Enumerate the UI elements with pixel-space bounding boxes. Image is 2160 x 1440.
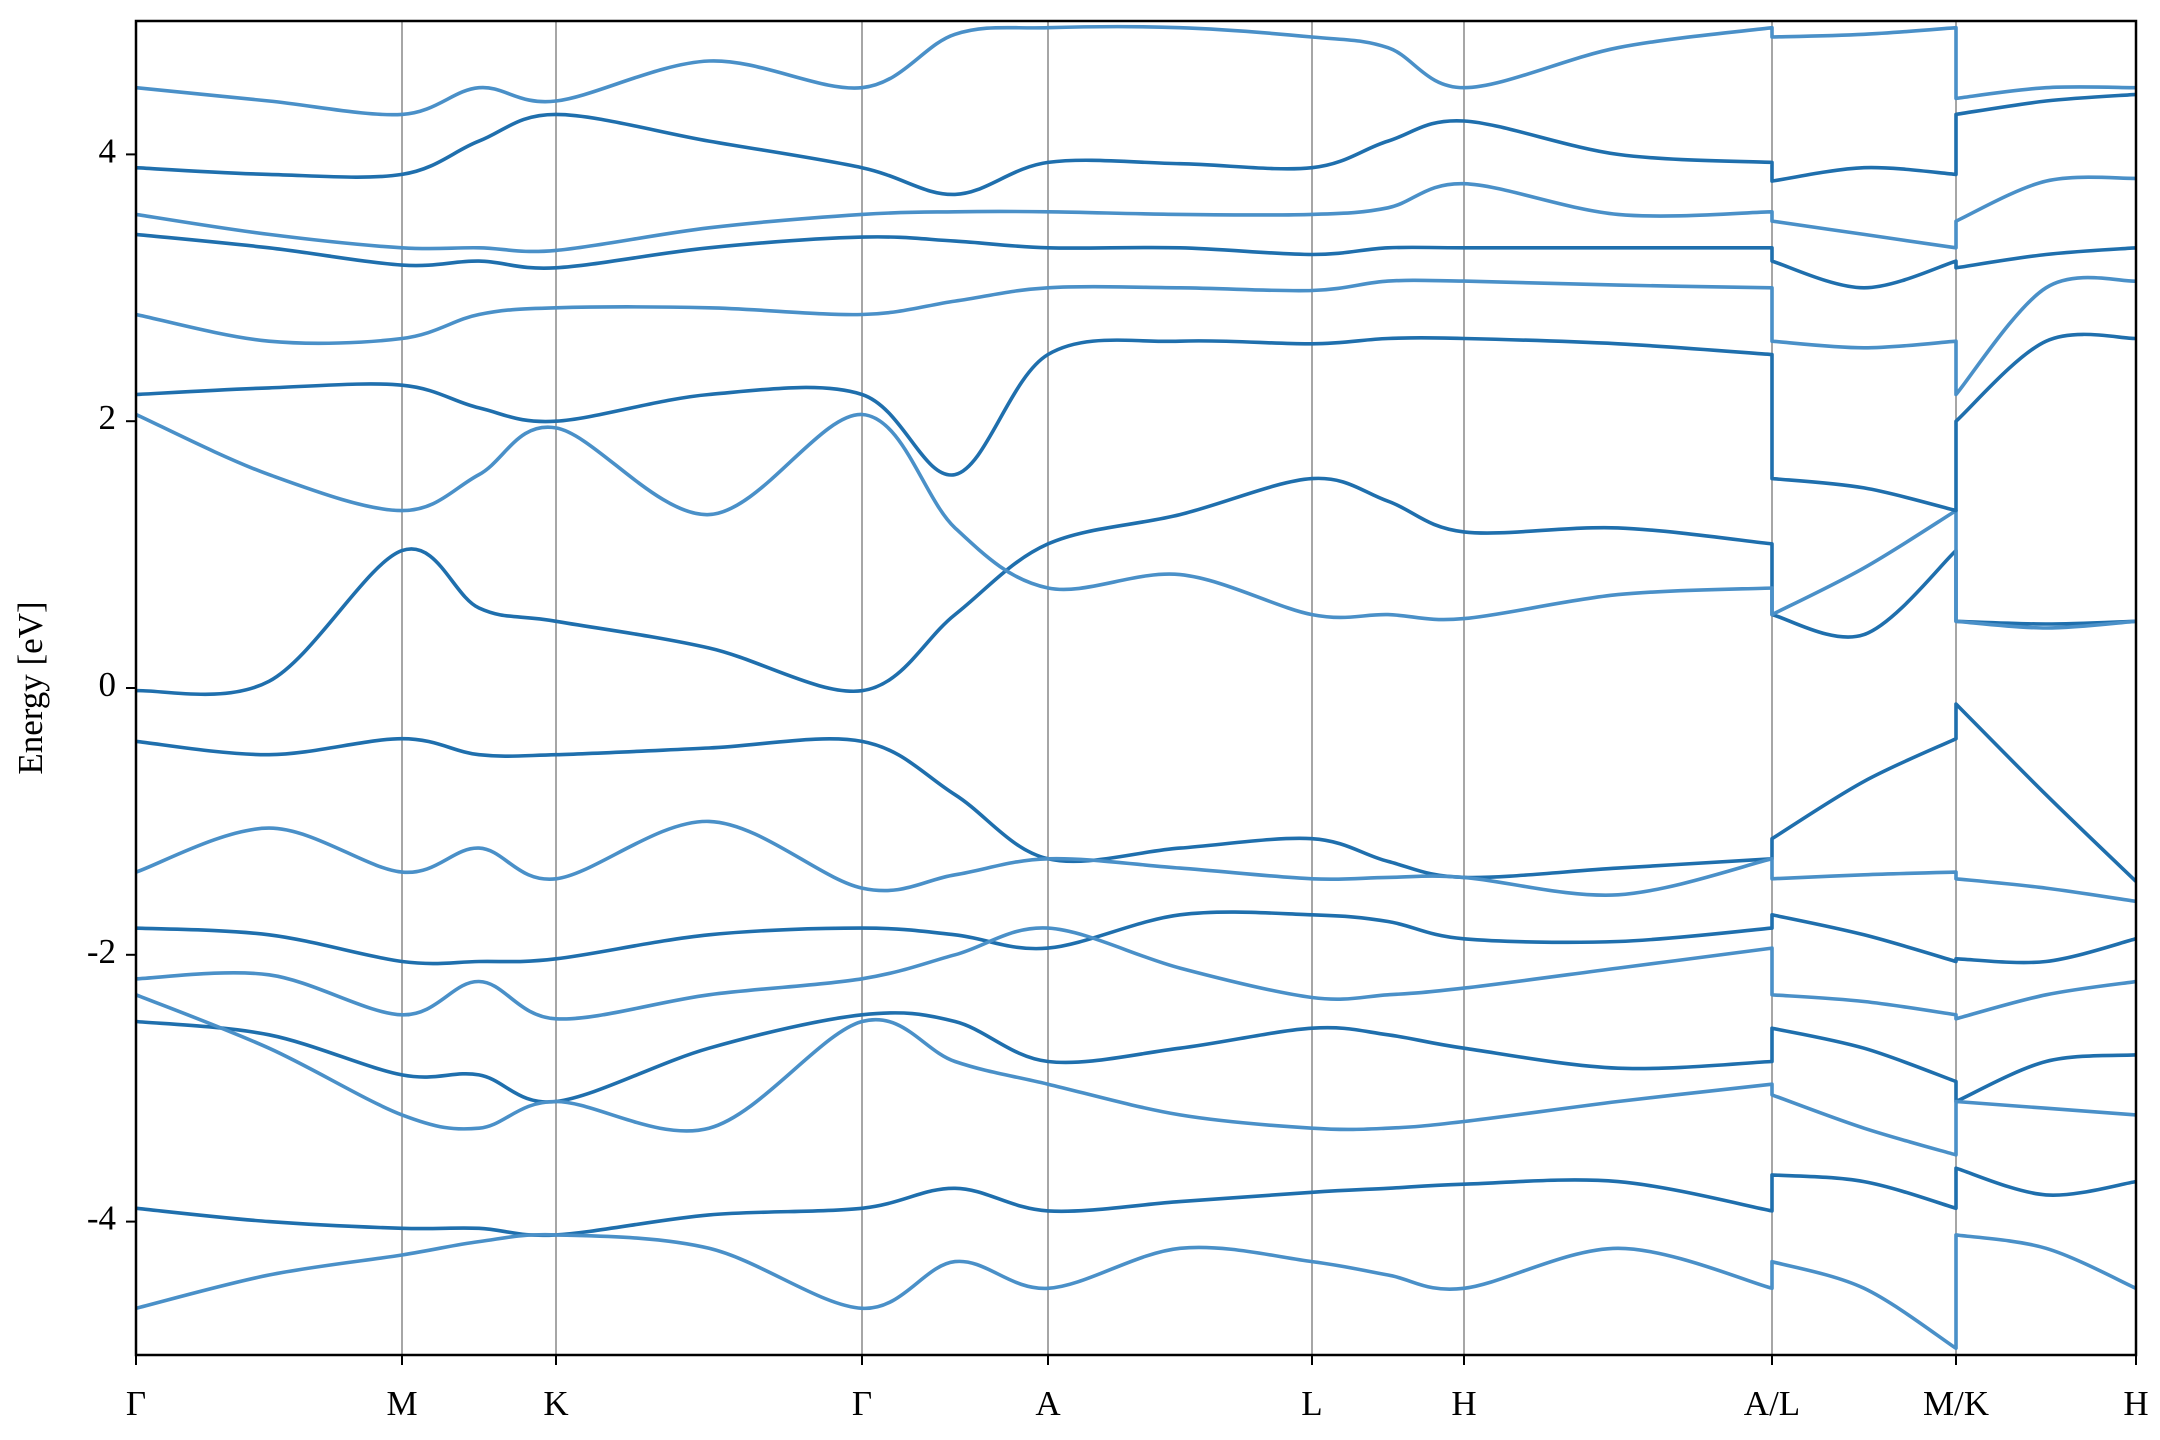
band-line	[136, 232, 2136, 290]
band-line	[136, 1166, 2136, 1238]
x-tick-label: H	[1451, 1384, 1476, 1423]
y-tick-label: 0	[99, 665, 117, 704]
band-line	[136, 1011, 2136, 1104]
x-tick-label: H	[2123, 1384, 2148, 1423]
band-line	[136, 332, 2136, 513]
plot-frame	[134, 19, 2138, 1357]
ticks: -4 -2 0 2 4 Γ M K Γ A L H A/L M/K H	[87, 131, 2149, 1423]
band-line	[136, 819, 2136, 904]
x-tick-label: Γ	[852, 1384, 872, 1423]
y-tick-label: 2	[99, 398, 117, 437]
band-line	[136, 175, 2136, 254]
band-line	[136, 1232, 2136, 1351]
bands	[136, 24, 2136, 1351]
x-tick-label: A/L	[1744, 1384, 1800, 1423]
y-tick-label: 4	[99, 131, 117, 170]
x-tick-label: L	[1301, 1384, 1322, 1423]
x-tick-label: Γ	[126, 1384, 146, 1423]
y-axis-label: Energy [eV]	[11, 601, 50, 774]
band-line	[136, 412, 2136, 630]
x-tick-label: K	[543, 1384, 568, 1423]
y-tick-label: -2	[87, 932, 116, 971]
band-line	[136, 275, 2136, 397]
band-line	[136, 476, 2136, 697]
band-line	[136, 926, 2136, 1021]
band-line	[136, 92, 2136, 197]
band-line	[136, 993, 2136, 1157]
x-tick-label: M	[386, 1384, 417, 1423]
y-tick-label: -4	[87, 1199, 116, 1238]
grid-layer	[135, 21, 2137, 1355]
x-tick-label: A	[1035, 1384, 1061, 1423]
band-line	[136, 910, 2136, 966]
x-tick-label: M/K	[1923, 1384, 1989, 1423]
band-line	[136, 702, 2136, 883]
band-line	[136, 24, 2136, 117]
